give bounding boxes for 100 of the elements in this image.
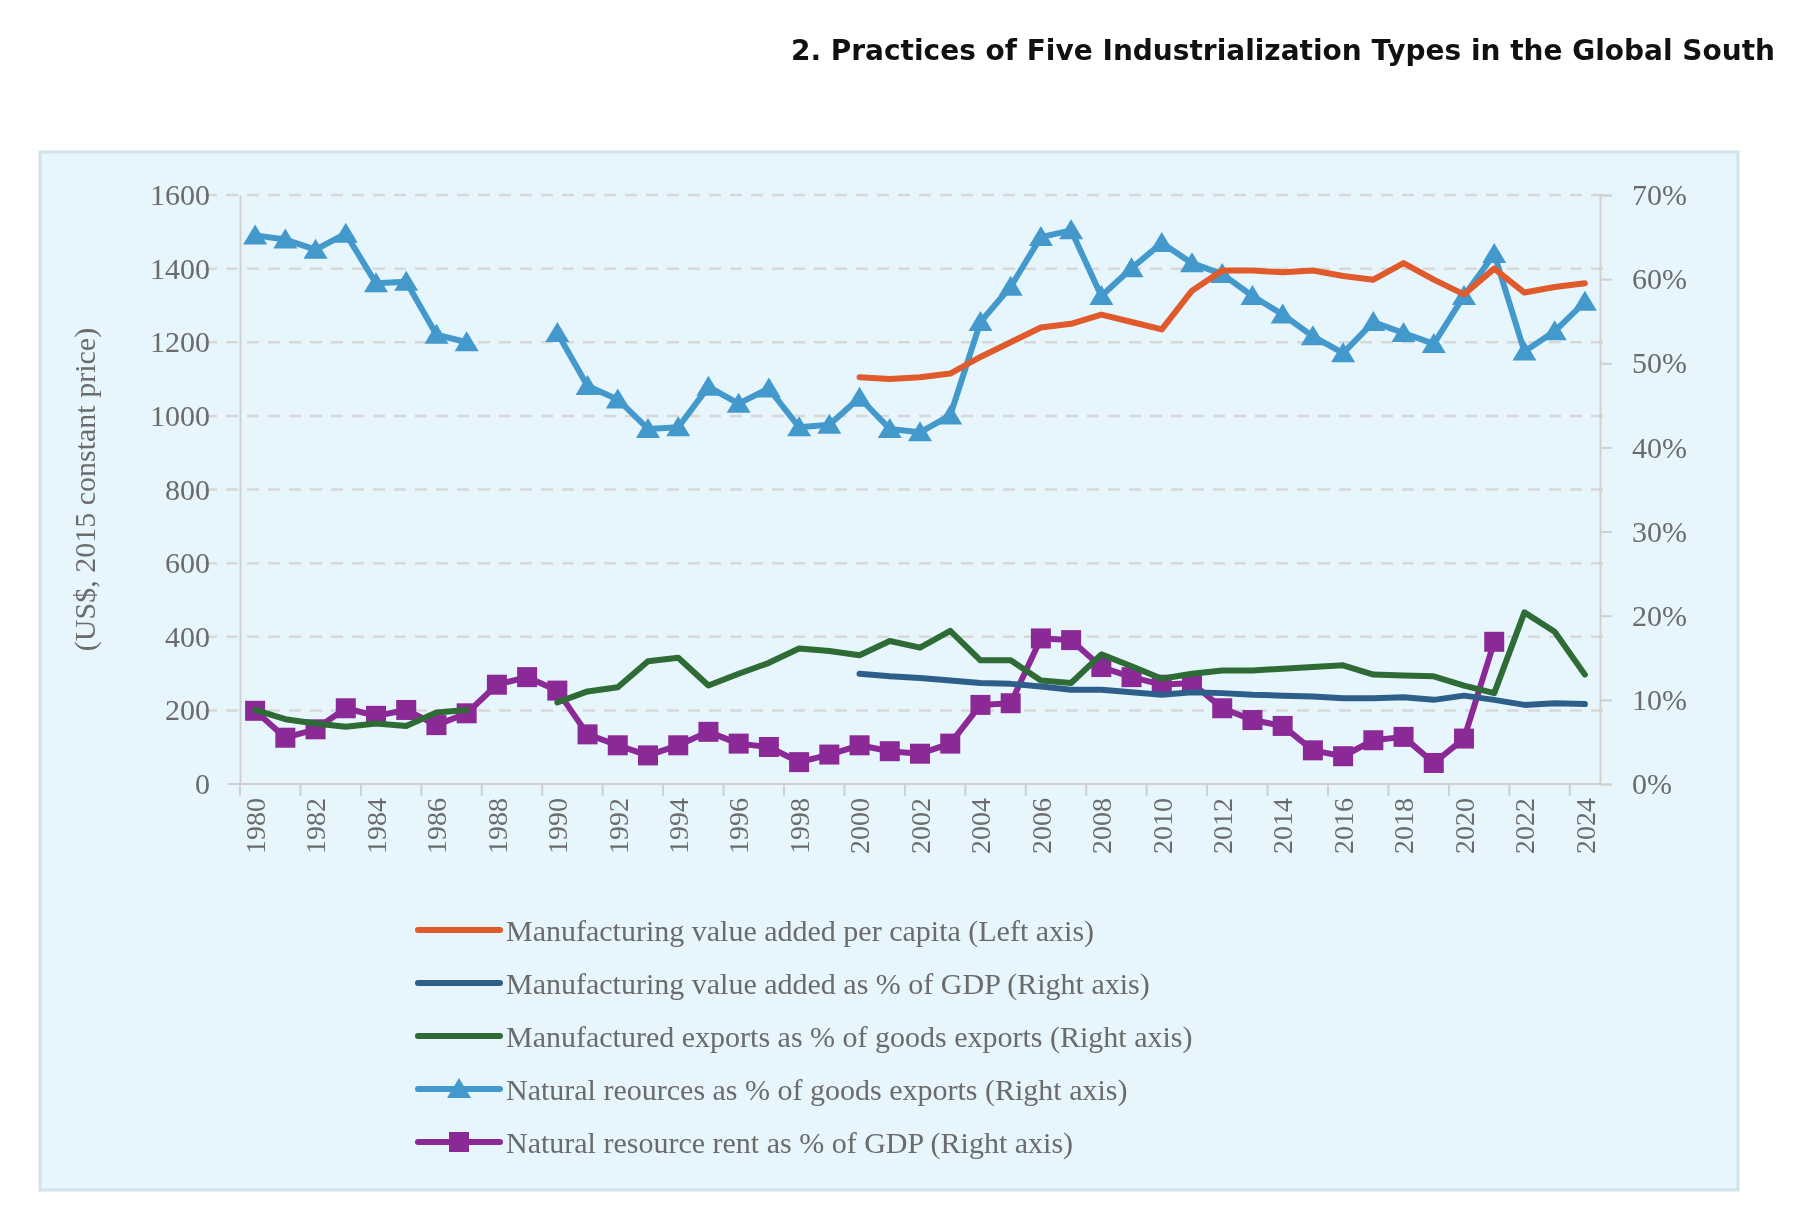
- legend-label: Manufactured exports as % of goods exports (Right axis): [506, 1019, 1193, 1054]
- x-tick-label: 1992: [602, 798, 634, 854]
- y-tick-label: 0: [195, 767, 210, 801]
- point: [789, 752, 810, 773]
- point: [1572, 290, 1597, 311]
- point: [1361, 311, 1386, 332]
- point: [575, 375, 600, 395]
- point: [1302, 740, 1323, 761]
- point: [1393, 726, 1414, 747]
- point: [728, 733, 749, 754]
- point: [787, 416, 812, 437]
- point: [756, 377, 781, 398]
- point: [333, 222, 358, 243]
- point: [1212, 698, 1233, 719]
- y2-tick-label: 30%: [1632, 514, 1687, 548]
- y2-tick-label: 40%: [1632, 430, 1687, 464]
- x-tick-label: 1986: [421, 798, 453, 854]
- chart-title: 2. Practices of Five Industrialization Types in the Global South: [790, 34, 1775, 67]
- point: [638, 745, 658, 766]
- point: [1331, 342, 1356, 363]
- legend-label: Natural resource rent as % of GDP (Right axis): [506, 1125, 1074, 1160]
- y2-tick-label: 20%: [1632, 598, 1687, 632]
- x-tick-label: 2000: [844, 798, 876, 854]
- point: [998, 275, 1023, 296]
- point: [607, 735, 628, 756]
- point: [970, 694, 991, 715]
- point: [303, 238, 328, 259]
- y-tick-label: 1200: [150, 325, 210, 359]
- x-tick-label: 2014: [1267, 798, 1299, 854]
- point: [273, 228, 298, 249]
- point: [1059, 219, 1084, 240]
- point: [454, 331, 479, 352]
- point: [1421, 332, 1446, 353]
- legend-label: Manufacturing value added as % of GDP (Right axis): [506, 966, 1150, 1001]
- x-tick-label: 1982: [300, 798, 332, 854]
- point: [636, 417, 660, 438]
- point: [545, 321, 570, 342]
- point: [1119, 257, 1144, 278]
- point: [1333, 746, 1354, 767]
- point: [940, 733, 961, 754]
- point: [668, 735, 689, 756]
- x-tick-label: 2010: [1146, 798, 1178, 854]
- point: [1484, 631, 1505, 652]
- point: [335, 698, 356, 719]
- point: [1000, 693, 1021, 714]
- y-tick-label: 1400: [150, 251, 210, 285]
- point: [1030, 628, 1051, 649]
- point: [698, 721, 719, 742]
- point: [758, 736, 779, 757]
- point: [243, 224, 268, 245]
- point: [666, 416, 691, 437]
- point: [577, 724, 598, 745]
- point: [396, 699, 417, 720]
- legend-label: Manufacturing value added per capita (Left axis): [506, 913, 1095, 948]
- y-tick-label: 600: [165, 546, 210, 580]
- point: [849, 735, 870, 756]
- y-tick-label: 800: [165, 472, 210, 506]
- point: [879, 741, 900, 762]
- point: [1272, 715, 1293, 736]
- point: [364, 272, 388, 293]
- point: [1028, 226, 1053, 247]
- y2-tick-label: 0%: [1632, 767, 1672, 801]
- point: [1180, 252, 1204, 273]
- legend-label: Natural reources as % of goods exports (Right axis): [506, 1072, 1128, 1107]
- x-tick-label: 1990: [542, 798, 574, 854]
- y2-tick-label: 50%: [1632, 346, 1687, 380]
- point: [877, 417, 902, 438]
- point: [547, 680, 568, 701]
- point: [938, 404, 963, 425]
- y-tick-label: 200: [165, 693, 210, 727]
- point: [517, 667, 538, 688]
- point: [817, 413, 842, 434]
- x-tick-label: 2004: [965, 798, 997, 854]
- point: [1482, 242, 1507, 263]
- point: [394, 270, 419, 291]
- y-tick-label: 400: [165, 619, 210, 653]
- point: [968, 311, 993, 332]
- x-tick-label: 2008: [1086, 798, 1118, 854]
- y-tick-label: 1600: [150, 178, 210, 212]
- x-tick-label: 2012: [1207, 798, 1239, 854]
- point: [1512, 340, 1537, 361]
- point: [819, 744, 840, 765]
- point: [696, 375, 721, 396]
- x-tick-label: 1988: [481, 798, 513, 854]
- point: [908, 421, 932, 442]
- x-tick-label: 2002: [904, 798, 936, 854]
- point: [426, 715, 447, 736]
- x-tick-label: 1984: [360, 798, 392, 854]
- x-tick-label: 2020: [1448, 798, 1480, 854]
- y-axis-title: (US$, 2015 constant price): [68, 327, 102, 652]
- point: [1423, 752, 1444, 773]
- point: [1089, 284, 1114, 305]
- point: [1061, 630, 1082, 651]
- x-tick-label: 2016: [1327, 798, 1359, 854]
- x-tick-label: 1998: [783, 798, 815, 854]
- point: [424, 323, 449, 344]
- x-tick-label: 2024: [1569, 798, 1601, 854]
- point: [1454, 728, 1474, 749]
- point: [1391, 321, 1416, 342]
- point: [275, 727, 296, 748]
